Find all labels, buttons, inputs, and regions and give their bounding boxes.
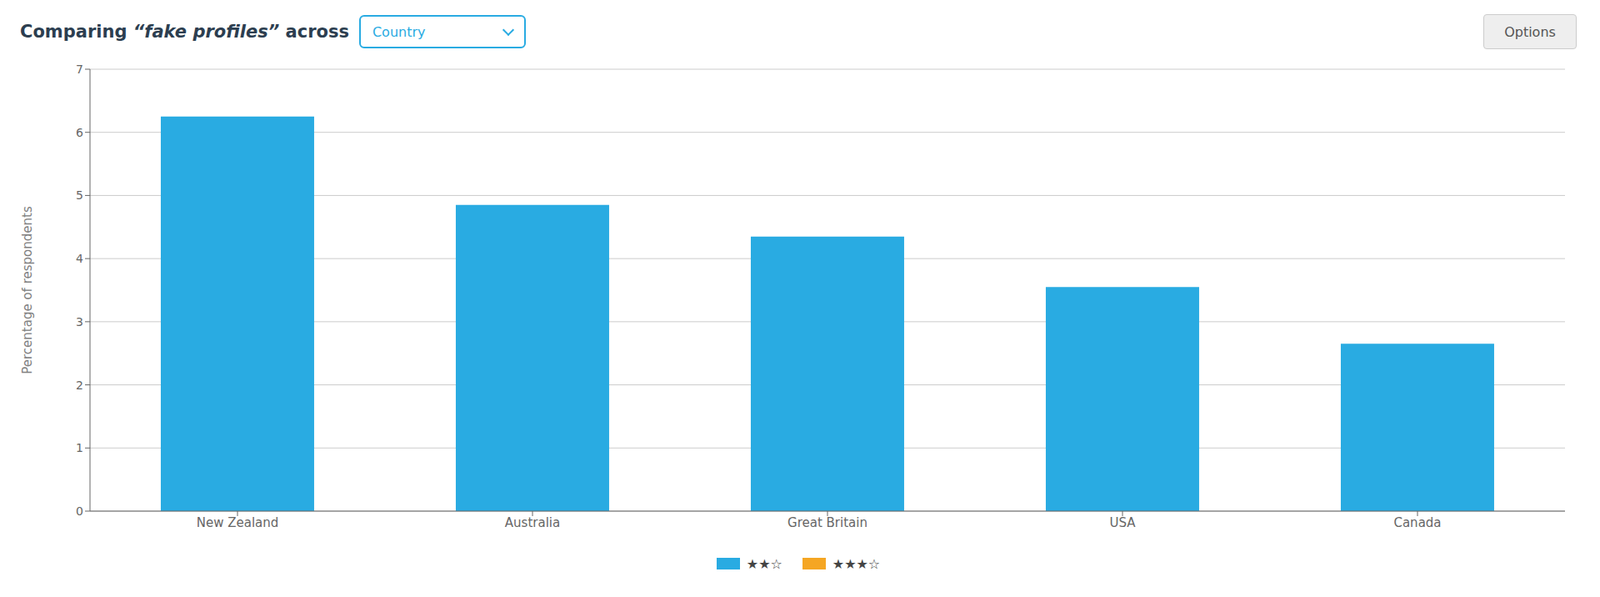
svg-text:0: 0 — [75, 504, 84, 518]
svg-text:Great Britain: Great Britain — [787, 515, 868, 530]
svg-text:Canada: Canada — [1393, 515, 1441, 530]
html-text:Country: Country — [372, 23, 426, 40]
svg-text:Australia: Australia — [505, 515, 560, 530]
html-text:Comparing “fake profiles” acro: Comparing “fake profiles” across — [20, 21, 350, 42]
svg-text:Percentage of respondents: Percentage of respondents — [20, 205, 35, 375]
svg-text:3: 3 — [75, 315, 84, 329]
svg-text:7: 7 — [75, 62, 84, 76]
svg-text:6: 6 — [75, 125, 84, 140]
svg-text:1: 1 — [75, 440, 84, 455]
svg-text:5: 5 — [75, 188, 84, 202]
html-text:Options: Options — [1504, 23, 1556, 40]
svg-text:USA: USA — [1109, 515, 1136, 530]
svg-text:2: 2 — [75, 378, 84, 392]
svg-text:4: 4 — [75, 251, 84, 265]
svg-text:New Zealand: New Zealand — [196, 515, 280, 530]
